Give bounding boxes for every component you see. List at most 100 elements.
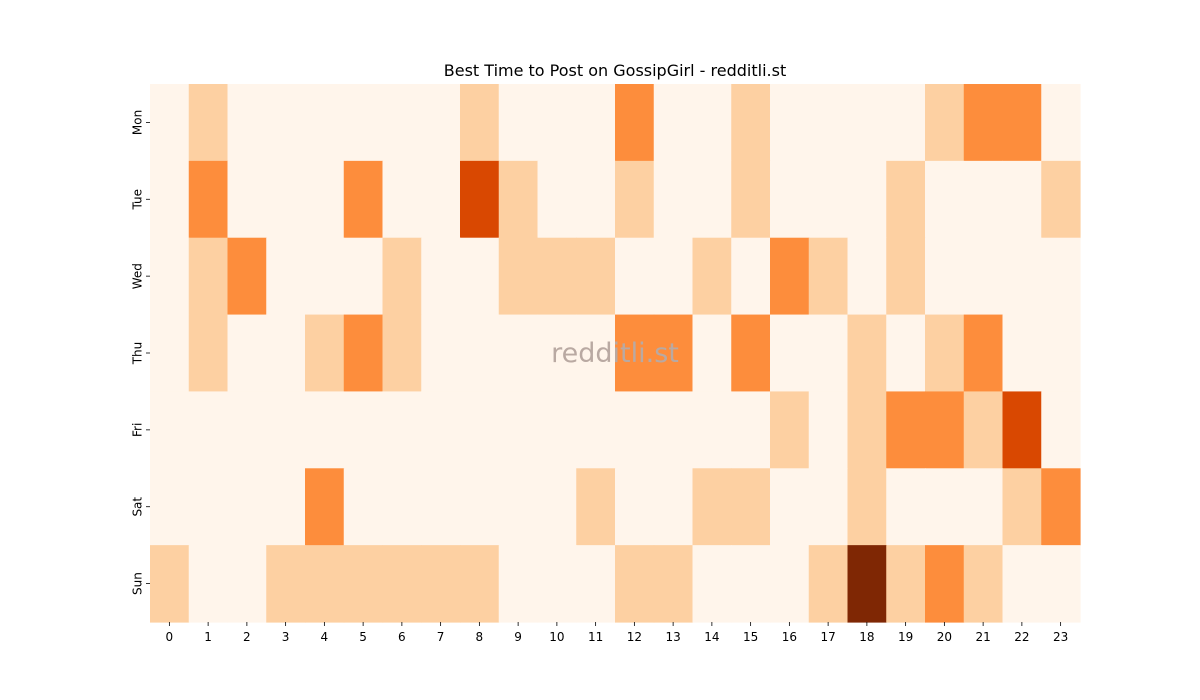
heatmap-cell	[188, 314, 229, 393]
heatmap-cell	[847, 391, 887, 469]
heatmap-cell	[653, 84, 694, 162]
heatmap-cell	[498, 391, 539, 469]
heatmap-cell	[886, 391, 926, 469]
heatmap-cell	[537, 391, 577, 469]
heatmap-cell	[537, 84, 577, 162]
heatmap-cell	[886, 468, 926, 546]
heatmap-cell	[150, 84, 190, 162]
y-axis-ticks: Mon Tue Wed Thu Fri Sat Sun	[131, 110, 150, 595]
heatmap-cell	[382, 237, 422, 316]
heatmap-cell	[537, 314, 577, 393]
heatmap-cell	[305, 84, 345, 162]
heatmap-cell	[847, 160, 887, 239]
heatmap-cell	[653, 391, 694, 469]
heatmap-cell	[1002, 545, 1042, 623]
heatmap-cell	[1002, 314, 1042, 393]
heatmap-cell	[266, 545, 306, 623]
heatmap-cell	[382, 468, 422, 546]
heatmap-cell	[653, 468, 694, 546]
heatmap-cell	[847, 237, 887, 316]
heatmap-cell	[305, 545, 345, 623]
x-tick-label: 13	[665, 630, 680, 644]
heatmap-cell	[227, 545, 267, 623]
heatmap-cell	[266, 314, 306, 393]
heatmap-cell	[537, 545, 577, 623]
heatmap-cell	[615, 84, 655, 162]
heatmap-cell	[576, 314, 616, 393]
heatmap-cell	[963, 468, 1004, 546]
y-tick-label: Tue	[131, 189, 145, 211]
x-tick-label: 0	[166, 630, 174, 644]
heatmap-cell	[382, 84, 422, 162]
heatmap-cell	[460, 237, 500, 316]
x-tick-label: 11	[588, 630, 603, 644]
heatmap-cell	[1041, 545, 1081, 623]
heatmap-cell	[188, 545, 229, 623]
heatmap-cell	[615, 237, 655, 316]
heatmap-cell	[770, 160, 810, 239]
heatmap-cell	[498, 314, 539, 393]
heatmap-cell	[305, 468, 345, 546]
heatmap-cell	[266, 160, 306, 239]
heatmap-cell	[576, 391, 616, 469]
heatmap-cell	[343, 314, 384, 393]
heatmap-cell	[731, 468, 771, 546]
heatmap-cell	[343, 468, 384, 546]
x-tick-label: 1	[204, 630, 212, 644]
chart-title: Best Time to Post on GossipGirl - reddit…	[444, 61, 786, 80]
x-tick-label: 21	[975, 630, 990, 644]
heatmap-cell	[1002, 160, 1042, 239]
heatmap-cell	[1002, 391, 1042, 469]
heatmap-cell	[1041, 160, 1081, 239]
heatmap-cell	[576, 237, 616, 316]
x-axis-ticks: 0 1 2 3 4 5 6 7 8 9 10 11 12 13 14 15 16 17 18 19 20 21 22 23	[166, 622, 1068, 644]
heatmap-cell	[692, 468, 732, 546]
heatmap-cell	[498, 545, 539, 623]
heatmap-cell	[150, 468, 190, 546]
heatmap-cell	[847, 84, 887, 162]
heatmap-cell	[460, 391, 500, 469]
heatmap-cell	[460, 84, 500, 162]
heatmap-cells	[150, 84, 1081, 623]
heatmap-cell	[731, 84, 771, 162]
heatmap-cell	[847, 468, 887, 546]
heatmap-cell	[537, 237, 577, 316]
heatmap-cell	[692, 545, 732, 623]
x-tick-label: 8	[476, 630, 484, 644]
x-tick-label: 2	[243, 630, 251, 644]
heatmap-cell	[382, 160, 422, 239]
heatmap-cell	[421, 237, 461, 316]
x-tick-label: 22	[1014, 630, 1029, 644]
heatmap-cell	[808, 237, 849, 316]
x-tick-label: 12	[627, 630, 642, 644]
heatmap-cell	[343, 391, 384, 469]
heatmap-cell	[692, 237, 732, 316]
heatmap-cell	[498, 84, 539, 162]
heatmap-cell	[227, 84, 267, 162]
heatmap-cell	[692, 84, 732, 162]
heatmap-cell	[150, 314, 190, 393]
heatmap-cell	[498, 160, 539, 239]
heatmap-cell	[1002, 84, 1042, 162]
heatmap-cell	[460, 545, 500, 623]
x-tick-label: 5	[359, 630, 367, 644]
heatmap-cell	[343, 84, 384, 162]
x-tick-label: 9	[514, 630, 522, 644]
heatmap-cell	[847, 545, 887, 623]
heatmap-cell	[421, 545, 461, 623]
heatmap-cell	[343, 160, 384, 239]
heatmap-cell	[615, 468, 655, 546]
heatmap-cell	[498, 237, 539, 316]
heatmap-cell	[227, 391, 267, 469]
heatmap-cell	[770, 237, 810, 316]
x-tick-label: 3	[282, 630, 290, 644]
heatmap-cell	[963, 237, 1004, 316]
heatmap-cell	[266, 84, 306, 162]
heatmap-cell	[537, 160, 577, 239]
heatmap-cell	[343, 237, 384, 316]
heatmap-cell	[925, 391, 965, 469]
y-tick-label: Fri	[131, 423, 145, 437]
heatmap-cell	[770, 84, 810, 162]
x-tick-label: 18	[859, 630, 874, 644]
